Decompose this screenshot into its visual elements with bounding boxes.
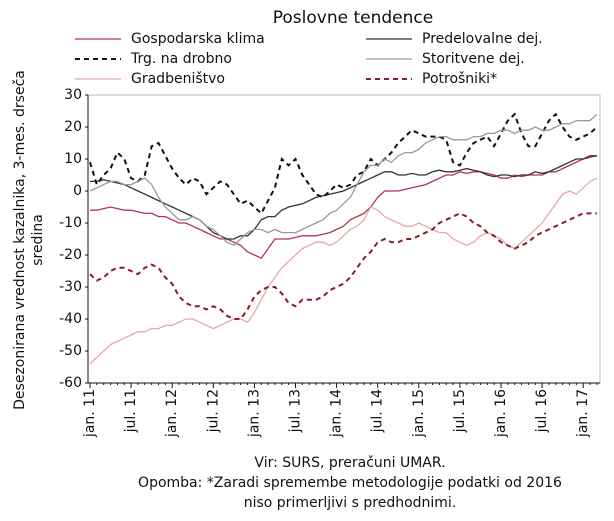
x-tick-label: jan. 13 [246,389,262,438]
legend-label: Gradbeništvo [131,71,225,87]
y-tick-label: 30 [64,87,82,103]
x-tick-label: jul. 14 [370,389,386,433]
legend-label: Gospodarska klima [131,31,265,47]
note: niso primerljivi s predhodnimi. [244,495,457,511]
y-axis-label: sredina [30,214,46,266]
y-tick-label: 10 [64,151,82,167]
x-tick-label: jan. 12 [164,389,180,438]
x-tick-label: jan. 14 [329,389,345,438]
series-line [90,155,597,240]
legend-label: Potrošniki* [422,71,497,87]
y-tick-label: -60 [59,375,82,391]
x-tick-label: jan. 16 [493,389,509,438]
x-tick-label: jul. 15 [452,389,468,433]
y-tick-label: 20 [64,119,82,135]
y-tick-label: -30 [59,279,82,295]
chart-title: Poslovne tendence [273,8,433,28]
y-axis-label: Desezonirana vrednost kazalnika, 3-mes. … [12,70,28,410]
y-tick-label: -20 [59,247,82,263]
x-tick-label: jul. 16 [534,389,550,433]
x-tick-label: jan. 17 [575,389,591,438]
x-tick-label: jan. 11 [82,389,98,438]
note: Opomba: *Zaradi spremembe metodologije p… [138,475,562,491]
series-line [89,212,597,320]
x-tick-label: jan. 15 [411,389,427,438]
legend-label: Predelovalne dej. [422,31,543,47]
y-tick-label: 0 [73,183,82,199]
series-line [89,112,598,216]
series-line [89,177,598,365]
x-tick-label: jul. 13 [288,389,304,433]
y-tick-label: -40 [59,311,82,327]
x-tick-label: jul. 11 [123,389,139,433]
y-tick-label: -10 [59,215,82,231]
legend-label: Storitvene dej. [422,51,525,67]
series-line [89,113,598,247]
x-tick-label: jul. 12 [205,389,221,433]
legend-label: Trg. na drobno [130,51,232,67]
y-tick-label: -50 [59,343,82,359]
note: Vir: SURS, preračuni UMAR. [254,455,445,471]
